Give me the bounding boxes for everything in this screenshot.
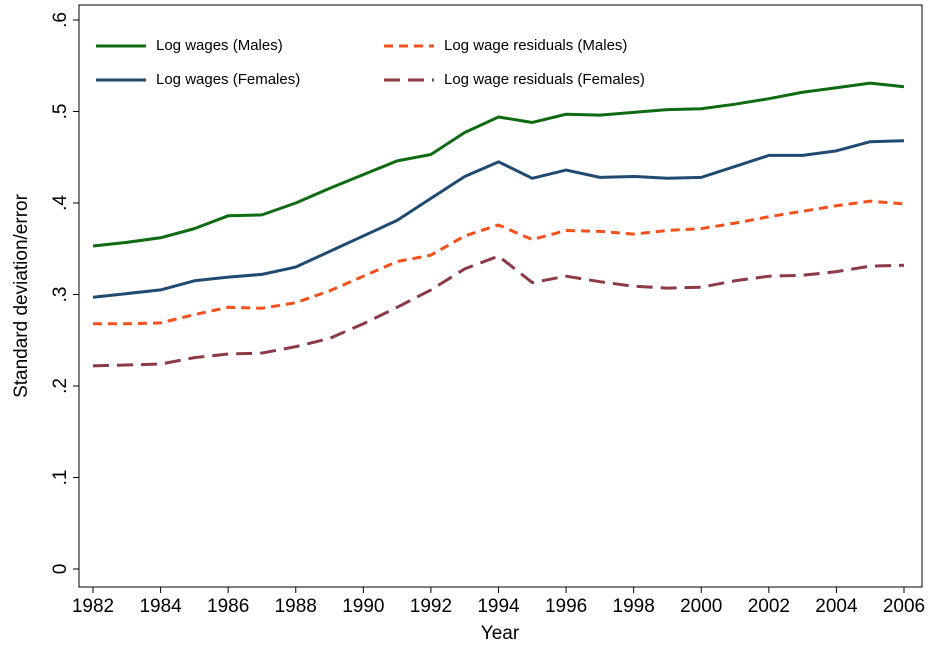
legend-label: Log wages (Females) — [156, 71, 300, 88]
x-tick-label: 1990 — [342, 596, 384, 617]
y-tick-label: 0 — [50, 564, 71, 575]
legend-label: Log wage residuals (Males) — [444, 37, 627, 54]
y-tick-label: .5 — [50, 104, 71, 120]
series-line — [92, 139, 905, 299]
x-tick-label: 1996 — [545, 596, 587, 617]
y-tick-label: .6 — [50, 12, 71, 28]
y-tick-label: .3 — [50, 287, 71, 303]
legend: Log wages (Males) Log wages (Females) Log … — [96, 37, 645, 88]
legend-label: Log wage residuals (Females) — [444, 71, 645, 88]
x-tick-label: 1994 — [477, 596, 520, 617]
x-tick-label: 2006 — [883, 596, 925, 617]
y-tick-label: .1 — [50, 470, 71, 486]
x-tick-label: 2002 — [748, 596, 790, 617]
x-tick-label: 1984 — [139, 596, 182, 617]
y-tick-label: .2 — [50, 378, 71, 394]
y-axis-label: Standard deviation/error — [11, 193, 32, 398]
x-tick-label: 1988 — [275, 596, 317, 617]
series-line — [92, 81, 905, 248]
plot-frame — [78, 4, 923, 588]
x-tick-label: 2000 — [680, 596, 722, 617]
x-axis-label: Year — [481, 623, 520, 644]
x-tick-label: 1992 — [410, 596, 452, 617]
y-tick-label: .4 — [50, 195, 71, 211]
legend-label: Log wages (Males) — [156, 37, 283, 54]
x-tick-label: 1998 — [613, 596, 655, 617]
series-line — [92, 254, 905, 368]
series-line — [93, 199, 905, 326]
x-tick-label: 2004 — [815, 596, 858, 617]
x-tick-label: 1986 — [207, 596, 249, 617]
x-tick-label: 1982 — [72, 596, 114, 617]
